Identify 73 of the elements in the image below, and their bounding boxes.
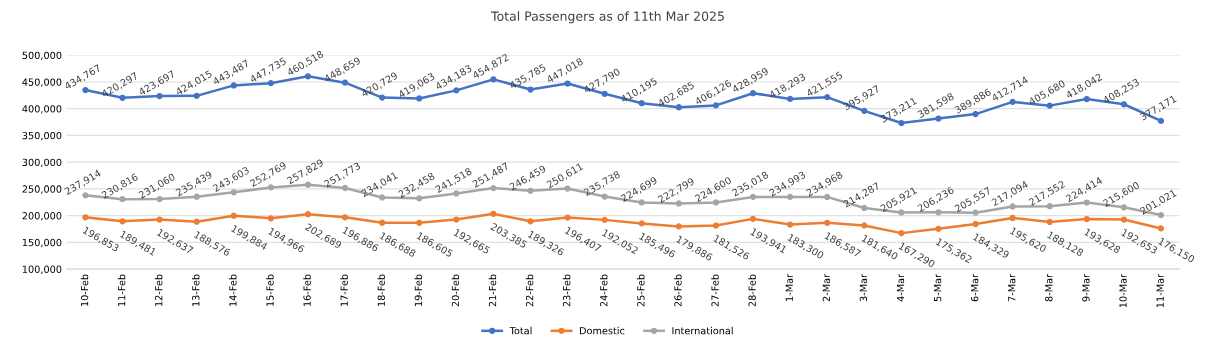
point (490, 210, 497, 217)
point (379, 219, 386, 226)
x-tick-label: 12-Feb (154, 274, 163, 306)
x-tick-label: 26-Feb (674, 274, 682, 307)
y-tick-label: 150,000 (22, 238, 62, 248)
point (972, 220, 979, 228)
point (453, 216, 460, 223)
point (749, 215, 757, 222)
x-tick-label: 28-Feb (748, 274, 756, 307)
point (786, 221, 794, 228)
x-tick-label: 3-Mar (859, 273, 868, 302)
x-tick-label: 9-Mar (1082, 273, 1090, 302)
legend-label: Domestic (579, 326, 625, 335)
point (82, 214, 89, 221)
point (1120, 216, 1128, 223)
x-tick-label: 21-Feb (488, 274, 497, 307)
point (230, 212, 237, 219)
x-tick-label: 7-Mar (1008, 273, 1016, 302)
point (341, 214, 349, 221)
point (527, 218, 534, 225)
x-tick-label: 1-Mar (785, 273, 793, 301)
point (1046, 218, 1053, 226)
point (898, 229, 905, 237)
point (267, 215, 274, 222)
y-tick-label: 300,000 (22, 158, 62, 167)
point (156, 216, 163, 223)
point (935, 225, 942, 232)
x-tick-label: 14-Feb (229, 274, 237, 306)
legend-label: International (672, 326, 733, 335)
y-tick-label: 350,000 (22, 131, 62, 141)
x-tick-label: 2-Mar (822, 273, 830, 302)
x-tick-label: 16-Feb (303, 274, 311, 306)
x-tick-label: 15-Feb (266, 274, 274, 306)
x-tick-label: 17-Feb (340, 274, 348, 306)
x-tick-label: 13-Feb (191, 274, 200, 306)
point (564, 214, 571, 221)
point (1009, 214, 1016, 222)
x-tick-label: 4-Mar (896, 273, 905, 302)
x-tick-label: 23-Feb (562, 274, 571, 307)
x-tick-label: 24-Feb (599, 274, 608, 307)
point (638, 220, 645, 227)
point (601, 216, 608, 224)
chart-title: Total Passengers as of 11th Mar 2025 (491, 11, 724, 24)
y-tick-label: 500,000 (22, 51, 62, 61)
x-tick-label: 5-Mar (934, 273, 942, 302)
point (824, 219, 831, 226)
x-tick-label: 11-Mar (1156, 273, 1164, 308)
point (1083, 215, 1090, 223)
point (193, 218, 200, 225)
x-tick-label: 27-Feb (711, 274, 719, 307)
x-tick-label: 19-Feb (414, 274, 423, 306)
x-tick-label: 18-Feb (377, 274, 385, 306)
point (1157, 225, 1165, 232)
point (304, 211, 312, 218)
x-tick-label: 20-Feb (451, 274, 460, 307)
y-tick-label: 250,000 (22, 185, 62, 194)
x-tick-label: 11-Feb (117, 274, 126, 306)
x-tick-label: 10-Feb (80, 274, 89, 306)
point (712, 222, 720, 229)
point (416, 219, 423, 226)
x-tick-label: 25-Feb (637, 274, 645, 307)
y-tick-label: 100,000 (22, 265, 62, 274)
x-tick-label: 10-Mar (1119, 273, 1127, 308)
y-tick-label: 200,000 (22, 212, 62, 221)
point (861, 222, 868, 229)
x-tick-label: 6-Mar (971, 273, 979, 302)
point (675, 223, 682, 230)
y-tick-label: 450,000 (22, 78, 62, 87)
x-tick-label: 22-Feb (525, 274, 534, 307)
x-tick-label: 8-Mar (1045, 273, 1053, 302)
y-tick-label: 400,000 (22, 105, 62, 114)
legend-label: Total (509, 326, 532, 335)
point (119, 218, 126, 225)
